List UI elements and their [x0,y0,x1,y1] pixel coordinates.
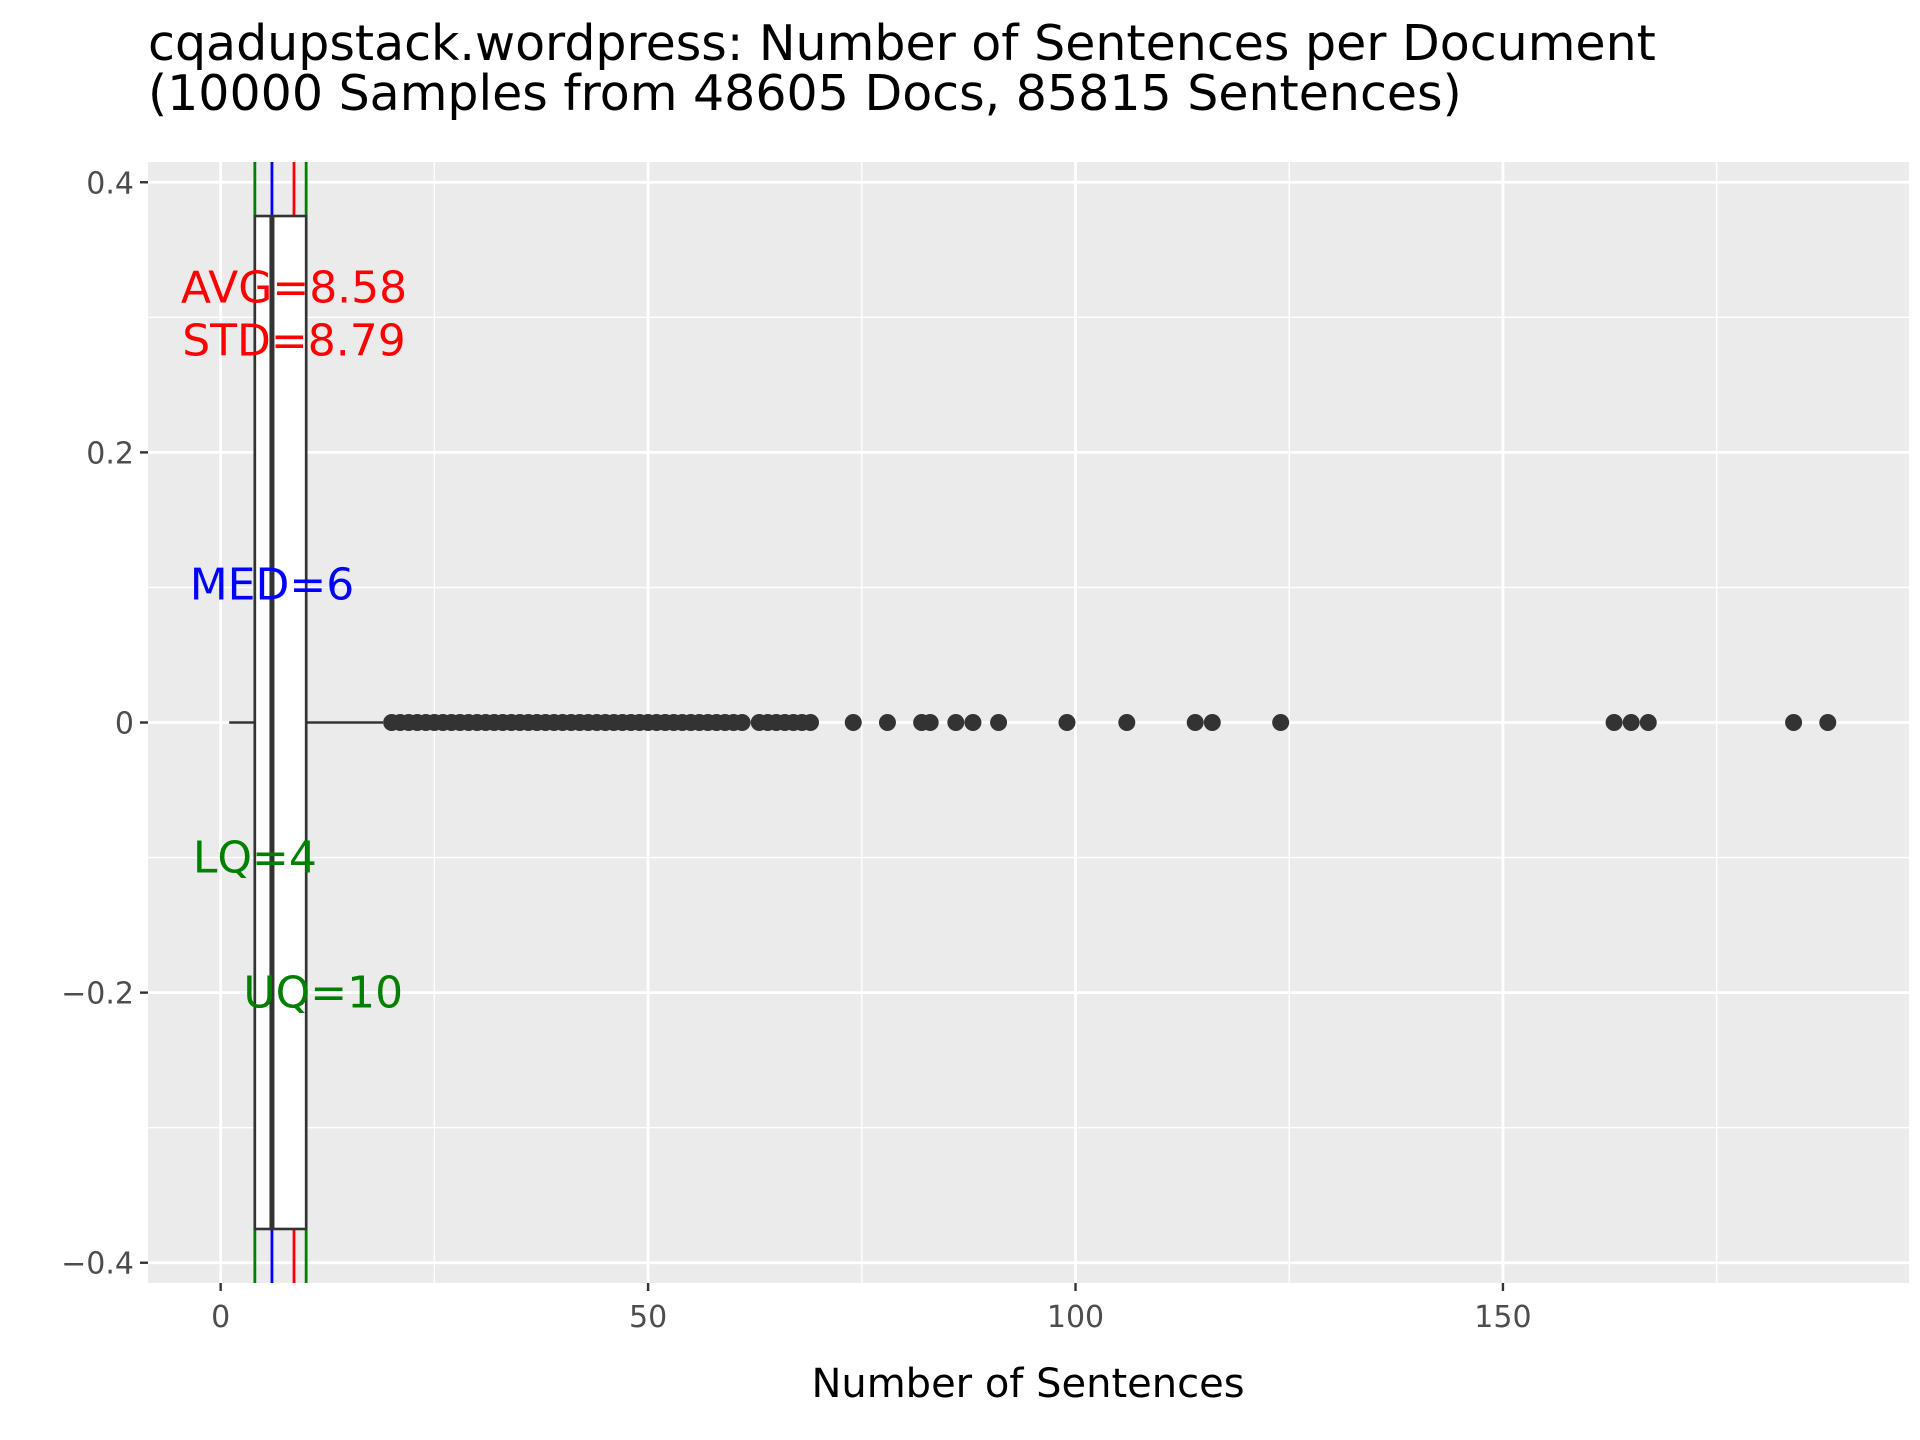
outlier-point [1186,714,1204,731]
outlier-points [383,714,1837,731]
outlier-point [1819,714,1837,731]
outlier-point [1639,714,1657,731]
y-tick-label: 0.4 [86,166,134,201]
outlier-point [1272,714,1290,731]
annotation-std: STD=8.79 [182,315,406,366]
outlier-point [802,714,820,731]
outlier-point [921,714,939,731]
outlier-point [964,714,982,731]
x-tick-label: 150 [1474,1300,1531,1335]
outlier-point [878,714,896,731]
outlier-point [1118,714,1136,731]
x-tick-label: 100 [1047,1300,1104,1335]
outlier-point [990,714,1008,731]
outlier-point [1785,714,1803,731]
y-tick-label: −0.4 [61,1247,134,1282]
outlier-point [733,714,751,731]
outlier-point [1203,714,1221,731]
annotation-uq: UQ=10 [243,968,403,1019]
chart-title-line-1: cqadupstack.wordpress: Number of Sentenc… [148,15,1656,72]
x-tick-label: 50 [629,1300,667,1335]
y-tick-label: −0.2 [61,977,134,1012]
y-tick-label: 0 [115,707,134,742]
x-axis-label: Number of Sentences [811,1361,1244,1407]
outlier-point [1605,714,1623,731]
outlier-point [844,714,862,731]
outlier-point [1622,714,1640,731]
iqr-box [253,214,308,1231]
y-tick-label: 0.2 [86,436,134,471]
chart-title-line-2: (10000 Samples from 48605 Docs, 85815 Se… [148,65,1462,122]
outlier-point [947,714,965,731]
x-tick-label: 0 [211,1300,230,1335]
boxplot [229,214,384,1231]
annotation-avg: AVG=8.58 [181,263,407,314]
annotation-med: MED=6 [190,560,355,611]
axes: 0 50 100 150 0.4 0.2 0 −0.2 −0.4 [61,166,1531,1335]
outlier-point [1058,714,1076,731]
annotation-lq: LQ=4 [193,833,317,884]
